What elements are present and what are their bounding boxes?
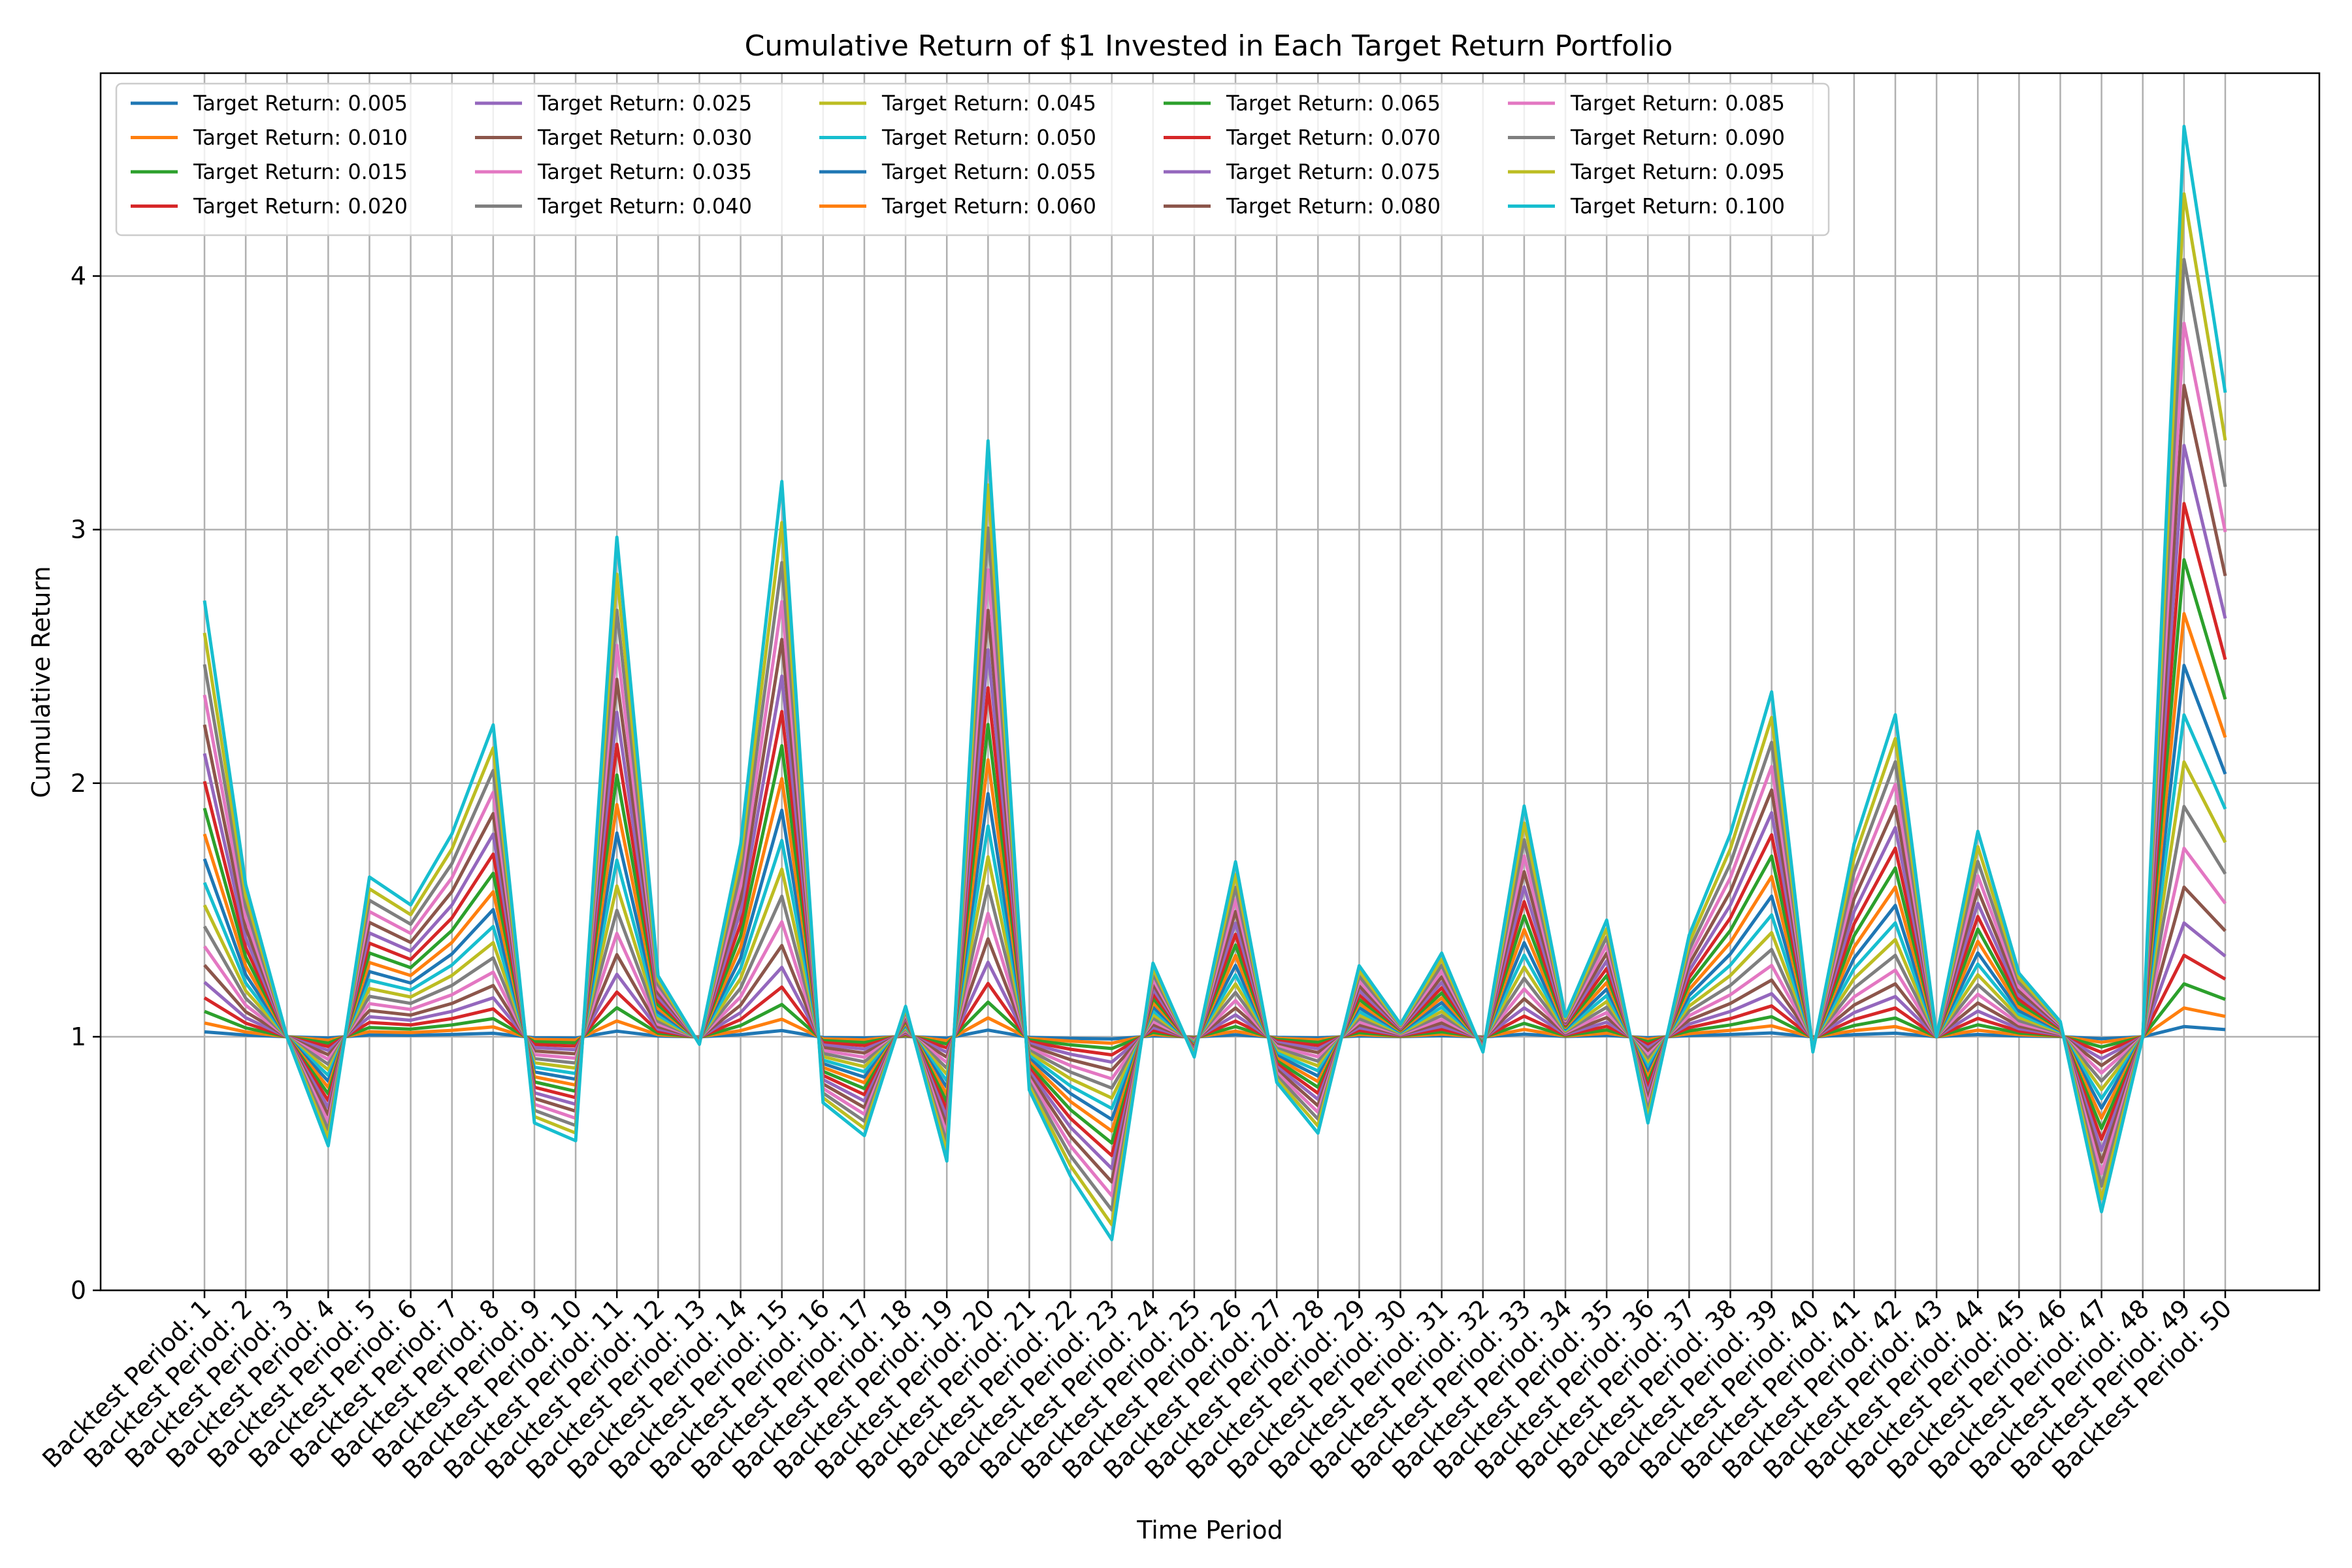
chart-title: Cumulative Return of $1 Invested in Each… [745,29,1673,63]
series-line [203,612,2227,1133]
series-line [204,1006,2226,1045]
series-line [203,257,2227,1212]
series-line [203,321,2227,1198]
legend-label: Target Return: 0.090 [1570,125,1785,150]
legend-label: Target Return: 0.075 [1226,159,1441,184]
legend-label: Target Return: 0.070 [1226,125,1441,150]
series-line [203,713,2227,1111]
series-line [203,192,2227,1226]
legend-box [115,82,1830,237]
y-axis-ticks: 0 1 2 3 4 [71,262,101,1305]
legend-label: Target Return: 0.030 [537,125,752,150]
legend-label: Target Return: 0.005 [193,91,408,116]
legend-label: Target Return: 0.040 [537,194,752,219]
legend-label: Target Return: 0.015 [193,159,408,184]
legend-label: Target Return: 0.045 [881,91,1096,116]
legend-label: Target Return: 0.065 [1226,91,1441,116]
x-axis-label: Time Period [1136,1516,1283,1544]
y-tick-label: 4 [71,262,86,291]
series-line [203,502,2227,1158]
plot-frame [99,72,2321,1292]
y-tick-label: 1 [71,1022,86,1051]
series-line [203,846,2227,1081]
grid-layer [101,73,2319,1292]
legend-label: Target Return: 0.080 [1226,194,1441,219]
legend-label: Target Return: 0.050 [881,125,1096,150]
y-tick-label: 3 [71,515,86,544]
legend-label: Target Return: 0.085 [1570,91,1785,116]
series-line [203,444,2227,1171]
series-line [203,804,2227,1090]
legend-label: Target Return: 0.025 [537,91,752,116]
series-line [203,760,2227,1100]
legend-label: Target Return: 0.055 [881,159,1096,184]
legend-label: Target Return: 0.010 [193,125,408,150]
legend-label: Target Return: 0.095 [1570,159,1785,184]
y-tick-label: 0 [71,1276,86,1305]
series-line [203,885,2227,1072]
series-layer [203,125,2227,1241]
legend-label: Target Return: 0.100 [1570,194,1785,219]
series-line [203,953,2227,1057]
series-line [203,921,2227,1064]
y-tick-label: 2 [71,769,86,798]
legend-label: Target Return: 0.035 [537,159,752,184]
y-axis-label: Cumulative Return [27,566,56,798]
series-line [203,664,2227,1121]
series-line [203,125,2227,1241]
legend-label: Target Return: 0.020 [193,194,408,219]
legend: Target Return: 0.005 Target Return: 0.010… [115,82,1830,237]
legend-label: Target Return: 0.060 [881,194,1096,219]
series-line [204,982,2226,1051]
